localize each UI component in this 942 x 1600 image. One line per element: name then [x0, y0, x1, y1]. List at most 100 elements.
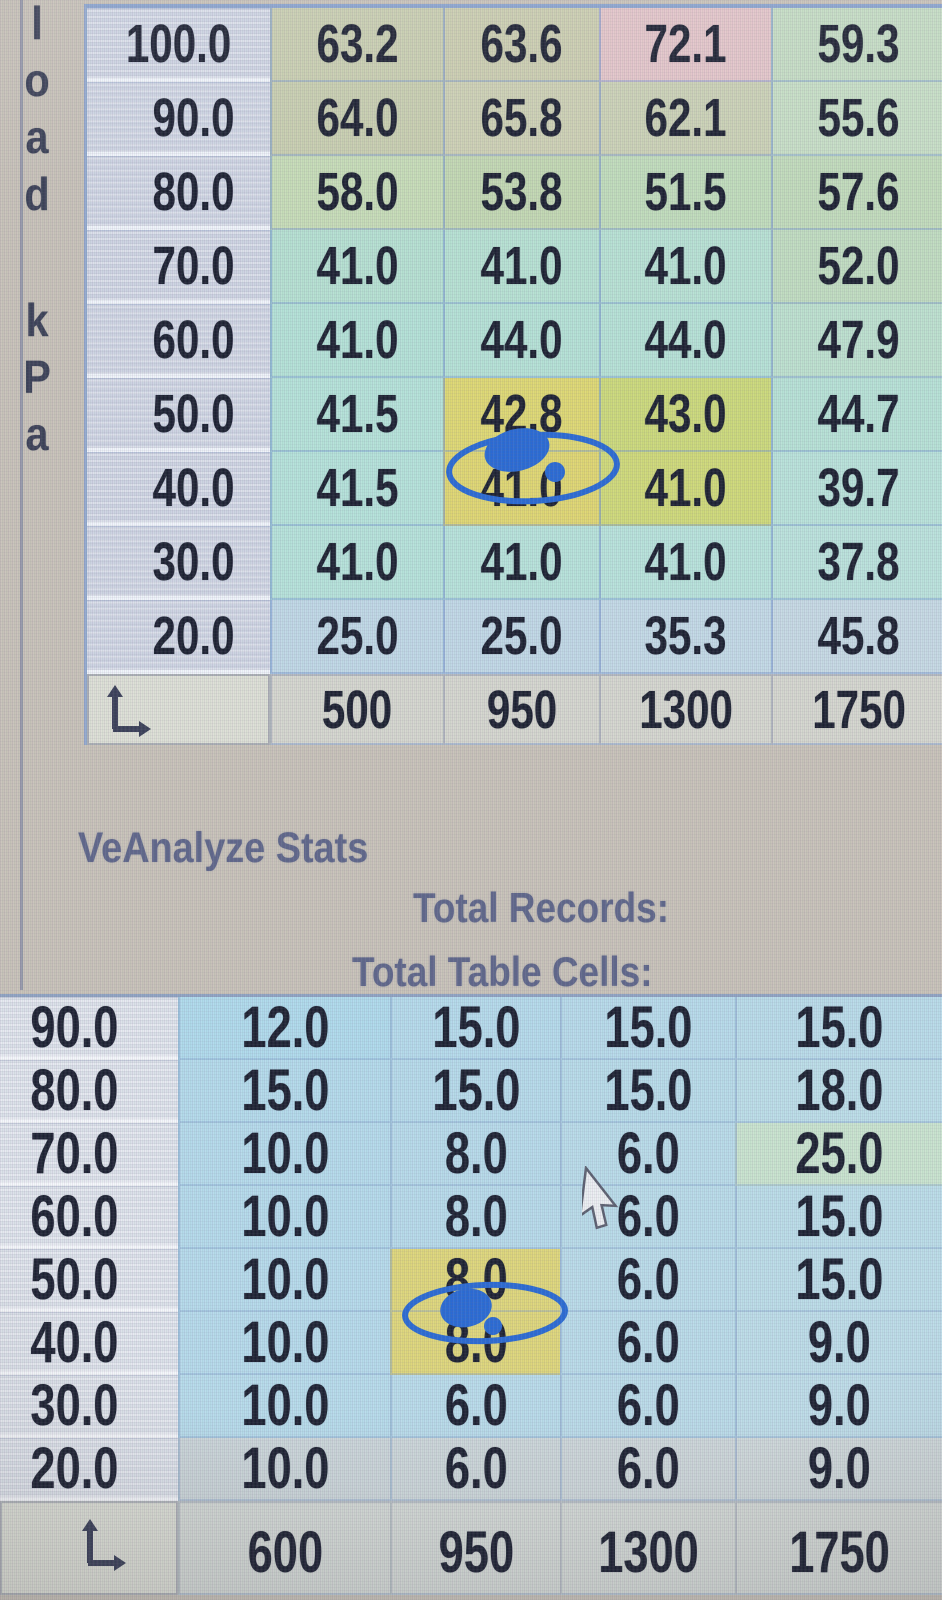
- table-cell[interactable]: 59.3: [771, 8, 942, 82]
- table-cell[interactable]: 44.0: [599, 304, 771, 378]
- table-cell[interactable]: 45.8: [771, 600, 942, 674]
- table-cell[interactable]: 63.6: [443, 8, 599, 82]
- table-cell[interactable]: 10.0: [178, 1123, 390, 1186]
- row-header-cell: 60.0: [0, 1186, 178, 1249]
- row-header-cell: 20.0: [87, 600, 270, 674]
- table-cell[interactable]: 15.0: [390, 997, 560, 1060]
- table-cell[interactable]: 6.0: [390, 1375, 560, 1438]
- table-cell[interactable]: 6.0: [560, 1123, 735, 1186]
- table-cell[interactable]: 39.7: [771, 452, 942, 526]
- table-cell[interactable]: 41.0: [443, 230, 599, 304]
- table-cell[interactable]: 64.0: [270, 82, 443, 156]
- table-cell[interactable]: 47.9: [771, 304, 942, 378]
- ve-table-upper: 100.0 63.2 63.6 72.1 59.3 90.0 64.0 65.8 62.1 55.…: [84, 4, 942, 745]
- table-cell[interactable]: 41.0: [443, 526, 599, 600]
- table-cell[interactable]: 6.0: [560, 1438, 735, 1501]
- table-cell[interactable]: 8.0: [390, 1312, 560, 1375]
- table-cell[interactable]: 42.8: [443, 378, 599, 452]
- table-cell[interactable]: 9.0: [735, 1375, 942, 1438]
- table-cell[interactable]: 63.2: [270, 8, 443, 82]
- table-cell[interactable]: 6.0: [560, 1312, 735, 1375]
- table-cell[interactable]: 12.0: [178, 997, 390, 1060]
- table-cell[interactable]: 8.0: [390, 1123, 560, 1186]
- axis-origin-icon: [82, 1519, 126, 1571]
- axis-letter: a: [25, 407, 49, 460]
- table-cell[interactable]: 15.0: [178, 1060, 390, 1123]
- row-header-cell: 80.0: [87, 156, 270, 230]
- table-cell[interactable]: 10.0: [178, 1438, 390, 1501]
- table-cell[interactable]: 41.5: [270, 378, 443, 452]
- table-cell[interactable]: 41.0: [599, 452, 771, 526]
- table-cell[interactable]: 53.8: [443, 156, 599, 230]
- table-cell[interactable]: 44.7: [771, 378, 942, 452]
- table-cell[interactable]: 9.0: [735, 1312, 942, 1375]
- table-cell[interactable]: 10.0: [178, 1375, 390, 1438]
- table-cell[interactable]: 15.0: [735, 1249, 942, 1312]
- table-cell[interactable]: 44.0: [443, 304, 599, 378]
- col-header-cell: 1300: [599, 674, 771, 745]
- axis-letter: o: [24, 53, 50, 106]
- table-cell[interactable]: 43.0: [599, 378, 771, 452]
- col-header-cell: 600: [178, 1501, 390, 1595]
- col-header-cell: 950: [443, 674, 599, 745]
- row-header-cell: 100.0: [87, 8, 270, 82]
- table-cell[interactable]: 10.0: [178, 1249, 390, 1312]
- row-header-cell: 30.0: [87, 526, 270, 600]
- table-cell[interactable]: 41.0: [599, 230, 771, 304]
- table-cell[interactable]: 41.0: [443, 452, 599, 526]
- table-cell[interactable]: 10.0: [178, 1312, 390, 1375]
- table-cell[interactable]: 15.0: [735, 1186, 942, 1249]
- window-border-line: [20, 0, 23, 990]
- col-header-cell: 950: [390, 1501, 560, 1595]
- table-cell[interactable]: 15.0: [735, 997, 942, 1060]
- table-cell[interactable]: 52.0: [771, 230, 942, 304]
- table-cell[interactable]: 72.1: [599, 8, 771, 82]
- table-cell[interactable]: 41.5: [270, 452, 443, 526]
- table-cell[interactable]: 65.8: [443, 82, 599, 156]
- row-header-cell: 80.0: [0, 1060, 178, 1123]
- ve-table-lower: 90.0 12.0 15.0 15.0 15.0 80.0 15.0 15.0 15.0 18.0…: [0, 994, 942, 1595]
- axis-letter: P: [23, 350, 51, 403]
- table-cell[interactable]: 18.0: [735, 1060, 942, 1123]
- table-cell[interactable]: 8.0: [390, 1186, 560, 1249]
- table-cell[interactable]: 57.6: [771, 156, 942, 230]
- table-cell[interactable]: 41.0: [270, 526, 443, 600]
- table-cell[interactable]: 6.0: [560, 1375, 735, 1438]
- col-header-cell: 1750: [771, 674, 942, 745]
- table-cell[interactable]: 10.0: [178, 1186, 390, 1249]
- table-cell[interactable]: 41.0: [599, 526, 771, 600]
- row-header-cell: 40.0: [0, 1312, 178, 1375]
- row-header-cell: 60.0: [87, 304, 270, 378]
- table-cell[interactable]: 62.1: [599, 82, 771, 156]
- table-cell[interactable]: 6.0: [390, 1438, 560, 1501]
- table-cell[interactable]: 51.5: [599, 156, 771, 230]
- y-axis-label-load-kpa: l o a d k P a: [14, 0, 60, 462]
- table-cell[interactable]: 6.0: [560, 1186, 735, 1249]
- table-cell[interactable]: 8.0: [390, 1249, 560, 1312]
- table-cell[interactable]: 15.0: [560, 1060, 735, 1123]
- table-cell[interactable]: 15.0: [390, 1060, 560, 1123]
- row-header-cell: 30.0: [0, 1375, 178, 1438]
- table-cell[interactable]: 41.0: [270, 230, 443, 304]
- row-header-cell: 50.0: [87, 378, 270, 452]
- veanalyze-stats-title: VeAnalyze Stats: [78, 824, 369, 872]
- table-cell[interactable]: 35.3: [599, 600, 771, 674]
- table-cell[interactable]: 6.0: [560, 1249, 735, 1312]
- table-cell[interactable]: 25.0: [270, 600, 443, 674]
- table-cell[interactable]: 15.0: [560, 997, 735, 1060]
- axis-letter: k: [25, 293, 49, 346]
- col-header-cell: 500: [270, 674, 443, 745]
- table-cell[interactable]: 25.0: [735, 1123, 942, 1186]
- row-header-cell: 90.0: [0, 997, 178, 1060]
- table-cell[interactable]: 25.0: [443, 600, 599, 674]
- table-cell[interactable]: 9.0: [735, 1438, 942, 1501]
- axis-letter: l: [31, 0, 43, 49]
- table-cell[interactable]: 41.0: [270, 304, 443, 378]
- table-cell[interactable]: 55.6: [771, 82, 942, 156]
- axis-origin-cell: [0, 1501, 178, 1595]
- axis-origin-cell: [87, 674, 270, 745]
- table-cell[interactable]: 58.0: [270, 156, 443, 230]
- col-header-cell: 1300: [560, 1501, 735, 1595]
- table-cell[interactable]: 37.8: [771, 526, 942, 600]
